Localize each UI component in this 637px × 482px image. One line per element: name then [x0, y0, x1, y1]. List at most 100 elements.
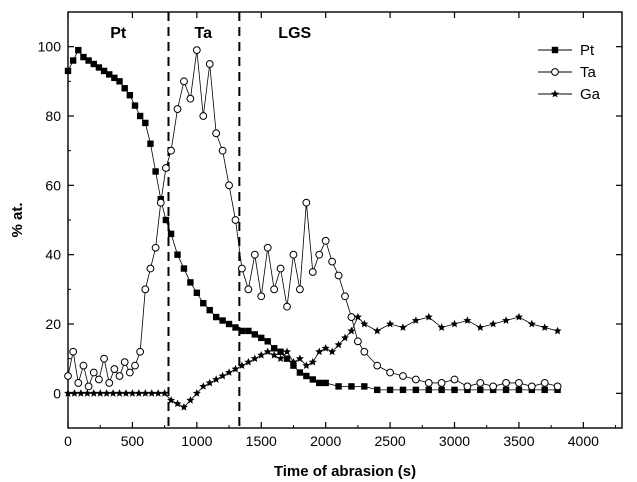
- data-point-ga: [283, 347, 292, 356]
- plot-background: [68, 12, 622, 428]
- data-point-pt: [438, 386, 445, 394]
- data-point-pt: [425, 386, 432, 394]
- data-point-pt: [180, 265, 188, 272]
- data-point-pt: [277, 348, 284, 355]
- data-point-pt: [142, 119, 149, 127]
- data-point-pt: [348, 383, 355, 390]
- filled-square-icon: [551, 46, 559, 54]
- region-label-pt: Pt: [110, 25, 127, 42]
- data-point-ta: [120, 358, 129, 367]
- data-point-ga: [334, 340, 343, 349]
- data-point-ga: [147, 389, 156, 397]
- data-point-pt: [399, 386, 407, 394]
- region-label-lgs: LGS: [278, 25, 311, 42]
- data-point-ta: [399, 372, 407, 380]
- x-tick-label: 0: [64, 433, 72, 449]
- data-point-ga: [244, 357, 253, 366]
- data-point-pt: [238, 327, 246, 335]
- data-point-ta: [353, 337, 362, 346]
- data-point-pt: [147, 140, 154, 147]
- data-point-ta: [308, 268, 317, 276]
- data-point-ta: [95, 375, 103, 384]
- data-point-ga: [476, 323, 485, 331]
- data-point-ga: [373, 326, 382, 335]
- legend: Pt Ta Ga: [538, 42, 601, 103]
- data-point-ga: [276, 354, 285, 363]
- region-labels: Pt Ta LGS: [110, 25, 311, 42]
- data-point-pt: [245, 327, 252, 335]
- data-point-ga: [424, 312, 433, 321]
- y-tick-label: 60: [45, 177, 61, 193]
- data-point-ga: [347, 326, 356, 335]
- x-tick-label: 3500: [503, 433, 534, 449]
- data-point-ta: [263, 243, 272, 252]
- legend-label: Ga: [580, 86, 601, 103]
- data-point-ga: [353, 312, 362, 321]
- data-point-ta: [553, 382, 562, 391]
- data-point-ta: [84, 382, 93, 391]
- data-point-ga: [450, 319, 459, 328]
- data-point-ta: [205, 60, 214, 68]
- data-point-pt: [206, 306, 213, 314]
- data-point-ga: [321, 344, 330, 352]
- data-point-pt: [258, 334, 265, 342]
- data-point-ta: [100, 354, 108, 363]
- data-point-ta: [225, 181, 233, 190]
- data-point-ta: [162, 164, 170, 172]
- data-point-ga: [179, 403, 188, 411]
- data-point-ga: [328, 347, 337, 356]
- data-point-ta: [386, 368, 394, 377]
- data-point-pt: [121, 85, 128, 92]
- data-point-pt: [75, 46, 82, 54]
- data-point-ga: [89, 389, 98, 397]
- data-point-pt: [100, 67, 108, 75]
- data-point-ga: [302, 361, 311, 369]
- data-point-ga: [225, 368, 234, 376]
- data-point-ga: [553, 326, 562, 335]
- data-point-pt: [303, 372, 310, 380]
- data-point-ta: [424, 379, 433, 387]
- data-point-ta: [199, 112, 208, 120]
- data-point-pt: [225, 320, 233, 328]
- series-group: [64, 46, 562, 411]
- data-point-ta: [156, 198, 165, 207]
- plot-frame: [67, 11, 623, 429]
- y-tick-label: 20: [45, 316, 61, 332]
- data-point-ga: [199, 382, 208, 390]
- data-point-ga: [218, 371, 227, 380]
- data-point-pt: [412, 386, 420, 394]
- data-point-ga: [64, 389, 72, 397]
- x-tick-label: 1000: [181, 433, 212, 449]
- data-point-ta: [125, 368, 134, 377]
- data-point-ga: [270, 351, 279, 359]
- data-point-ta: [289, 250, 298, 259]
- data-point-ta: [173, 105, 182, 113]
- data-point-ga: [341, 333, 349, 342]
- data-point-ga: [231, 364, 240, 373]
- data-point-ga: [109, 389, 118, 397]
- data-point-pt: [136, 112, 144, 120]
- data-point-pt: [187, 279, 194, 286]
- data-point-pt: [152, 168, 159, 175]
- data-point-ga: [257, 351, 266, 359]
- data-point-ga: [360, 319, 369, 328]
- data-point-ta: [315, 250, 324, 259]
- x-axis-title: Time of abrasion (s): [274, 463, 416, 480]
- x-tick-label: 3000: [439, 433, 470, 449]
- data-point-ta: [231, 216, 240, 224]
- data-point-ga: [70, 389, 79, 397]
- data-point-ga: [83, 389, 92, 397]
- data-point-ga: [308, 357, 317, 366]
- data-point-ta: [89, 368, 98, 377]
- data-point-ta: [515, 379, 523, 387]
- data-point-ga: [76, 389, 85, 397]
- data-point-ta: [257, 292, 266, 301]
- data-point-pt: [219, 317, 226, 324]
- data-point-ta: [321, 236, 330, 245]
- data-point-ta: [270, 285, 279, 294]
- y-tick-label: 80: [45, 108, 61, 124]
- data-point-ga: [489, 319, 498, 328]
- data-point-pt: [283, 355, 291, 362]
- data-point-pt: [502, 386, 510, 394]
